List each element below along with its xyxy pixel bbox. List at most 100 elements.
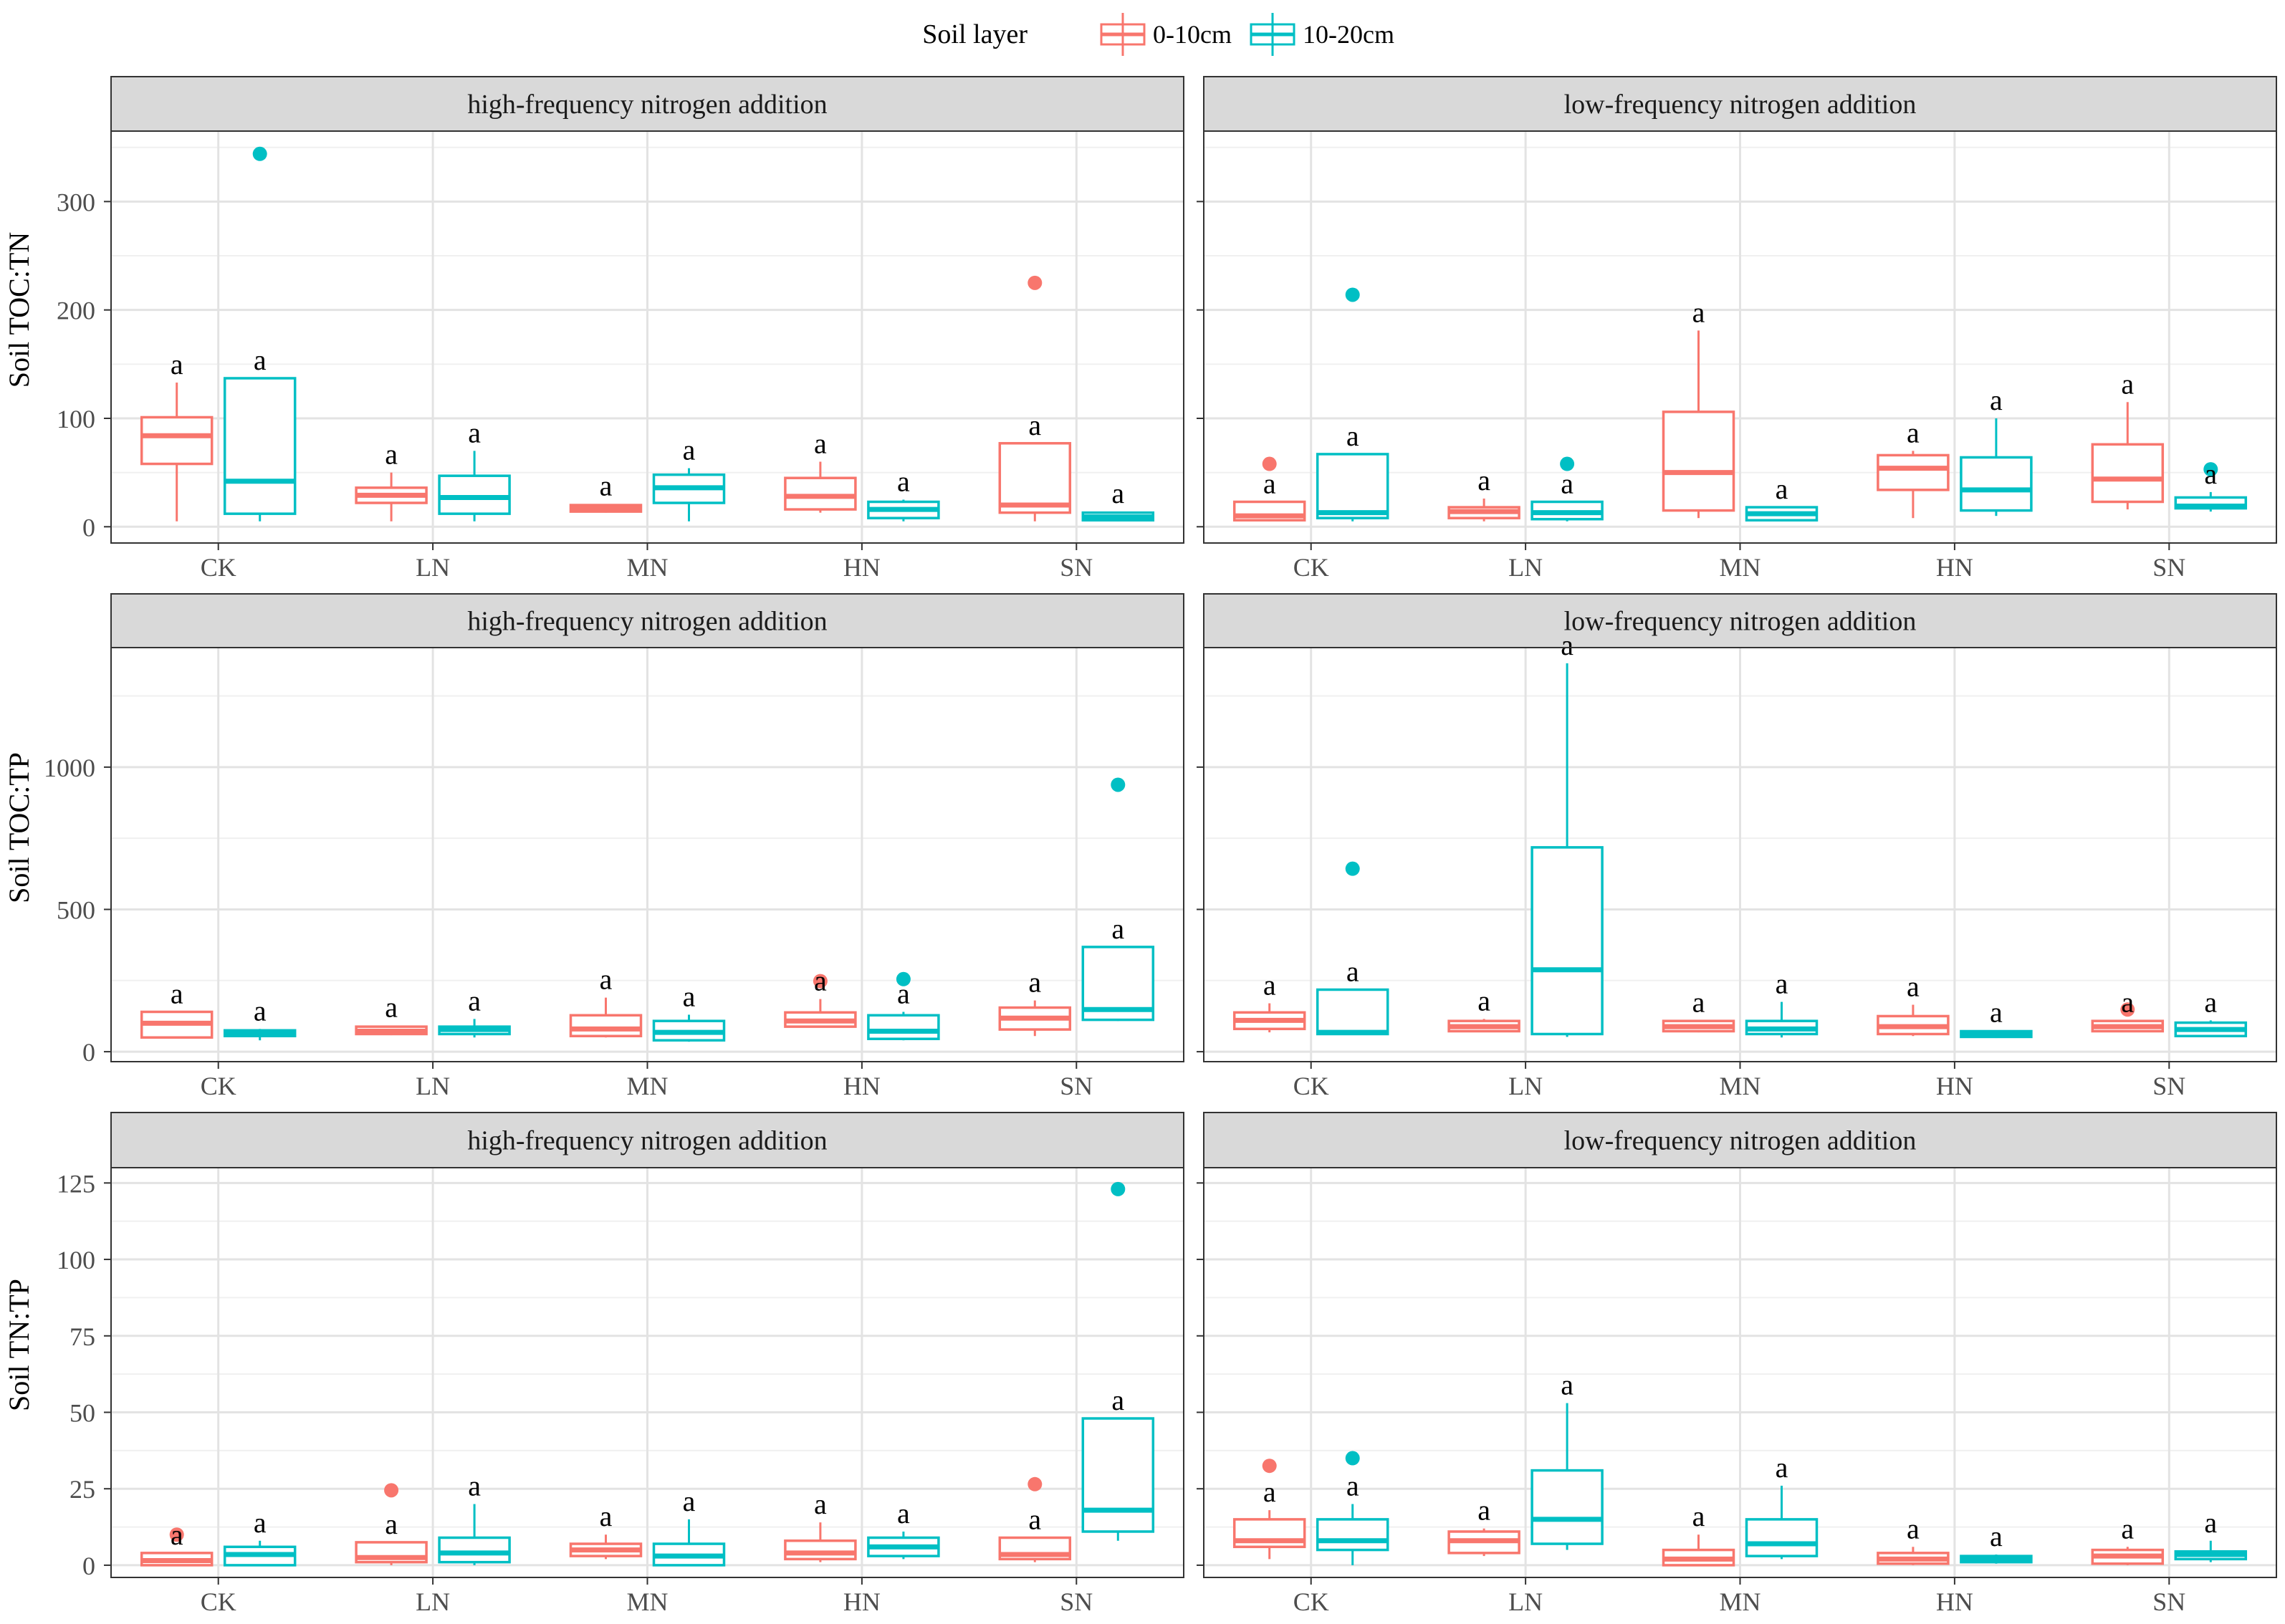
x-tick-label-hn: HN — [843, 1072, 881, 1100]
x-tick-label-ln: LN — [1508, 553, 1543, 582]
box-sn-0-10cm: a — [998, 966, 1072, 1037]
x-tick-label-mn: MN — [1719, 1072, 1761, 1100]
box-ln-10-20cm: a — [438, 416, 511, 522]
significance-letter: a — [171, 1519, 183, 1551]
box-ln-0-10cm: a — [355, 1483, 428, 1565]
legend: Soil layer 0-10cm 10-20cm — [922, 13, 1394, 56]
box-sn-0-10cm: a — [998, 275, 1072, 522]
box-ln-0-10cm: a — [355, 991, 428, 1036]
x-tick-label-sn: SN — [1060, 553, 1093, 582]
outlier-point — [252, 146, 267, 161]
box-mn-10-20cm: a — [652, 980, 726, 1042]
significance-letter: a — [468, 984, 481, 1017]
y-tick-label: 25 — [70, 1475, 95, 1504]
significance-letter: a — [2121, 1512, 2134, 1544]
significance-letter: a — [1477, 1494, 1490, 1527]
panel-title: high-frequency nitrogen addition — [467, 90, 827, 120]
box-body — [438, 1536, 511, 1564]
x-tick-label-ck: CK — [201, 1587, 236, 1616]
box-ck-10-20cm: a — [1316, 287, 1389, 522]
box-ck-10-20cm: a — [223, 994, 297, 1041]
box-hn-10-20cm: a — [1960, 384, 2033, 516]
box-sn-10-20cm: a — [2174, 1507, 2248, 1562]
significance-letter: a — [683, 434, 696, 466]
chart-row-1: Soil TOC:TP high-frequency nitrogen addit… — [3, 593, 2277, 1100]
outlier-point — [169, 1527, 184, 1542]
box-ln-10-20cm: a — [1530, 456, 1604, 522]
significance-letter: a — [385, 438, 398, 471]
legend-title: Soil layer — [922, 19, 1027, 49]
x-tick-label-mn: MN — [1719, 1587, 1761, 1616]
x-tick-label-sn: SN — [2152, 553, 2185, 582]
box-mn-0-10cm: a — [1662, 986, 1735, 1033]
outlier-point — [1027, 1476, 1043, 1491]
significance-letter: a — [171, 348, 183, 380]
x-tick-label-ck: CK — [1293, 553, 1329, 582]
x-tick-label-ln: LN — [416, 1072, 450, 1100]
box-body — [1316, 988, 1389, 1036]
significance-letter: a — [1776, 473, 1788, 505]
outlier-point — [2120, 1002, 2135, 1017]
outlier-point — [1111, 777, 1126, 792]
x-tick-label-ck: CK — [1293, 1587, 1329, 1616]
significance-letter: a — [1263, 969, 1276, 1001]
box-ck-10-20cm: a — [223, 1507, 297, 1567]
box-ck-10-20cm: a — [1316, 1451, 1389, 1565]
box-hn-10-20cm: a — [1960, 996, 2033, 1039]
y-axis-label: Soil TOC:TP — [3, 752, 35, 903]
y-tick-label: 0 — [82, 513, 95, 542]
panel-border — [110, 647, 1184, 1062]
box-mn-10-20cm: a — [652, 434, 726, 522]
panel-title: low-frequency nitrogen addition — [1564, 1126, 1917, 1156]
significance-letter: a — [1990, 384, 2003, 416]
box-hn-10-20cm: a — [867, 1497, 940, 1560]
box-body — [140, 415, 214, 466]
significance-letter: a — [600, 470, 613, 502]
y-tick-label: 50 — [70, 1398, 95, 1427]
y-tick-label: 500 — [57, 895, 95, 924]
panel-strip — [1203, 76, 2277, 132]
panel-strip — [110, 593, 1184, 648]
box-body — [1316, 453, 1389, 519]
significance-letter: a — [2204, 986, 2217, 1018]
box-hn-0-10cm: a — [1877, 1512, 1950, 1565]
box-ck-10-20cm: a — [223, 146, 297, 522]
box-ln-10-20cm: a — [1530, 1369, 1604, 1550]
panel-border — [110, 1167, 1184, 1578]
significance-letter: a — [1028, 409, 1041, 441]
box-mn-0-10cm: a — [569, 964, 643, 1038]
box-body — [998, 442, 1072, 514]
box-sn-0-10cm: a — [2091, 367, 2165, 510]
x-tick-label-mn: MN — [626, 1587, 668, 1616]
significance-letter: a — [1990, 1520, 2003, 1552]
box-hn-0-10cm: a — [784, 428, 857, 513]
box-mn-10-20cm: a — [1745, 968, 1819, 1038]
outlier-point — [1345, 287, 1360, 302]
x-tick-label-hn: HN — [843, 553, 881, 582]
box-mn-0-10cm: a — [569, 470, 643, 513]
outlier-point — [1111, 1181, 1126, 1196]
significance-letter: a — [1346, 1470, 1359, 1502]
panel-strip — [1203, 1112, 2277, 1168]
significance-letter: a — [1028, 966, 1041, 999]
x-tick-label-ln: LN — [416, 1587, 450, 1616]
panel-strip — [110, 76, 1184, 132]
y-axis-label: Soil TN:TP — [3, 1279, 35, 1411]
box-hn-0-10cm: a — [1877, 971, 1950, 1037]
panel-border — [110, 130, 1184, 544]
y-tick-label: 100 — [57, 1246, 95, 1274]
significance-letter: a — [1263, 468, 1276, 500]
significance-letter: a — [683, 980, 696, 1012]
box-ck-0-10cm: a — [140, 977, 214, 1039]
significance-letter: a — [814, 428, 827, 460]
significance-letter: a — [1028, 1504, 1041, 1536]
significance-letter: a — [385, 1508, 398, 1540]
panel-border — [1203, 130, 2277, 544]
chart-row-0: Soil TOC:TN high-frequency nitrogen addit… — [3, 76, 2277, 582]
significance-letter: a — [1111, 477, 1124, 509]
x-tick-label-mn: MN — [626, 1072, 668, 1100]
x-tick-label-hn: HN — [1936, 1072, 1973, 1100]
significance-letter: a — [254, 994, 267, 1027]
significance-letter: a — [2121, 986, 2134, 1018]
box-ck-0-10cm: a — [1232, 969, 1306, 1033]
